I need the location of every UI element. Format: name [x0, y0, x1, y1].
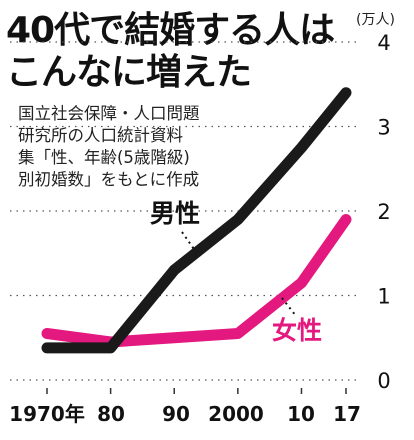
chart-title-line-1: 40代で結婚する人は	[6, 10, 334, 51]
source-line-1: 国立社会保障・人口問題	[18, 104, 200, 123]
leader-male	[181, 231, 197, 253]
y-axis-ticks: 0 1 2 3 4	[377, 31, 390, 393]
y-tick-label: 1	[377, 285, 390, 309]
series-label-female: 女性	[272, 316, 322, 345]
series-label-male: 男性	[150, 199, 200, 228]
x-tick-label: 10	[287, 402, 315, 426]
x-tick-label: 2000	[208, 402, 264, 426]
source-line-3: 集「性、年齢(5歳階級)	[18, 148, 190, 167]
x-tick-label: 17	[333, 402, 361, 426]
y-unit-label: (万人)	[356, 12, 395, 28]
chart-title-line-2: こんなに増えた	[6, 52, 251, 93]
y-tick-label: 0	[377, 369, 390, 393]
series-line-female	[41, 214, 352, 348]
y-tick-label: 2	[377, 200, 390, 224]
source-line-2: 研究所の人口統計資料	[18, 126, 183, 145]
y-tick-label: 3	[377, 116, 390, 140]
series-label-leaders	[181, 231, 297, 317]
x-axis-ticks: 1970年 80 90 2000 10 17	[9, 388, 361, 426]
x-tick-label: 1970年	[9, 402, 85, 426]
series-lines	[41, 87, 352, 354]
series-line-male	[41, 87, 352, 354]
y-tick-label: 4	[377, 31, 390, 55]
x-tick-label: 80	[97, 402, 125, 426]
x-tick-label: 90	[162, 402, 190, 426]
source-line-4: 別初婚数」をもとに作成	[18, 170, 199, 189]
leader-female	[281, 297, 297, 317]
